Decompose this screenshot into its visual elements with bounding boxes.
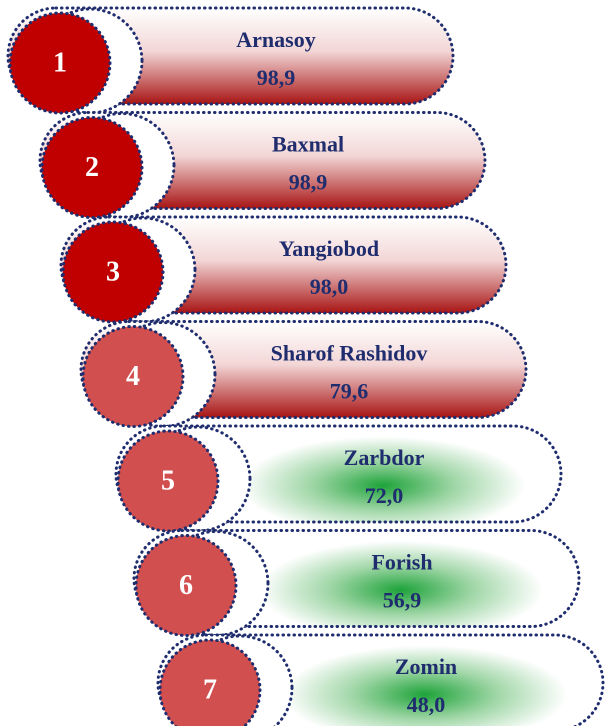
value: 79,6	[330, 379, 369, 404]
rank-circle	[134, 534, 238, 637]
rank-circle	[81, 325, 185, 428]
value: 98,9	[289, 170, 328, 195]
rank: 6	[179, 570, 193, 601]
name: Yangiobod	[279, 236, 379, 261]
rank: 4	[126, 361, 140, 392]
rank-circle	[61, 220, 165, 324]
rank-circle	[40, 116, 144, 219]
name: Zomin	[395, 654, 457, 679]
rank: 2	[85, 152, 99, 183]
value: 48,0	[407, 692, 446, 717]
rank-circle	[116, 429, 220, 533]
name: Forish	[371, 550, 432, 575]
rank: 3	[106, 256, 120, 287]
value: 56,9	[383, 588, 422, 613]
value: 98,9	[257, 65, 296, 90]
rank: 5	[161, 465, 175, 496]
rank-circle	[158, 638, 262, 726]
rank-circle	[8, 11, 112, 115]
name: Zarbdor	[344, 445, 425, 470]
name: Arnasoy	[236, 27, 315, 52]
rank: 1	[53, 47, 67, 78]
name: Baxmal	[272, 132, 344, 157]
value: 72,0	[365, 483, 404, 508]
value: 98,0	[310, 274, 349, 299]
rank: 7	[203, 674, 217, 705]
name: Sharof Rashidov	[271, 341, 428, 366]
